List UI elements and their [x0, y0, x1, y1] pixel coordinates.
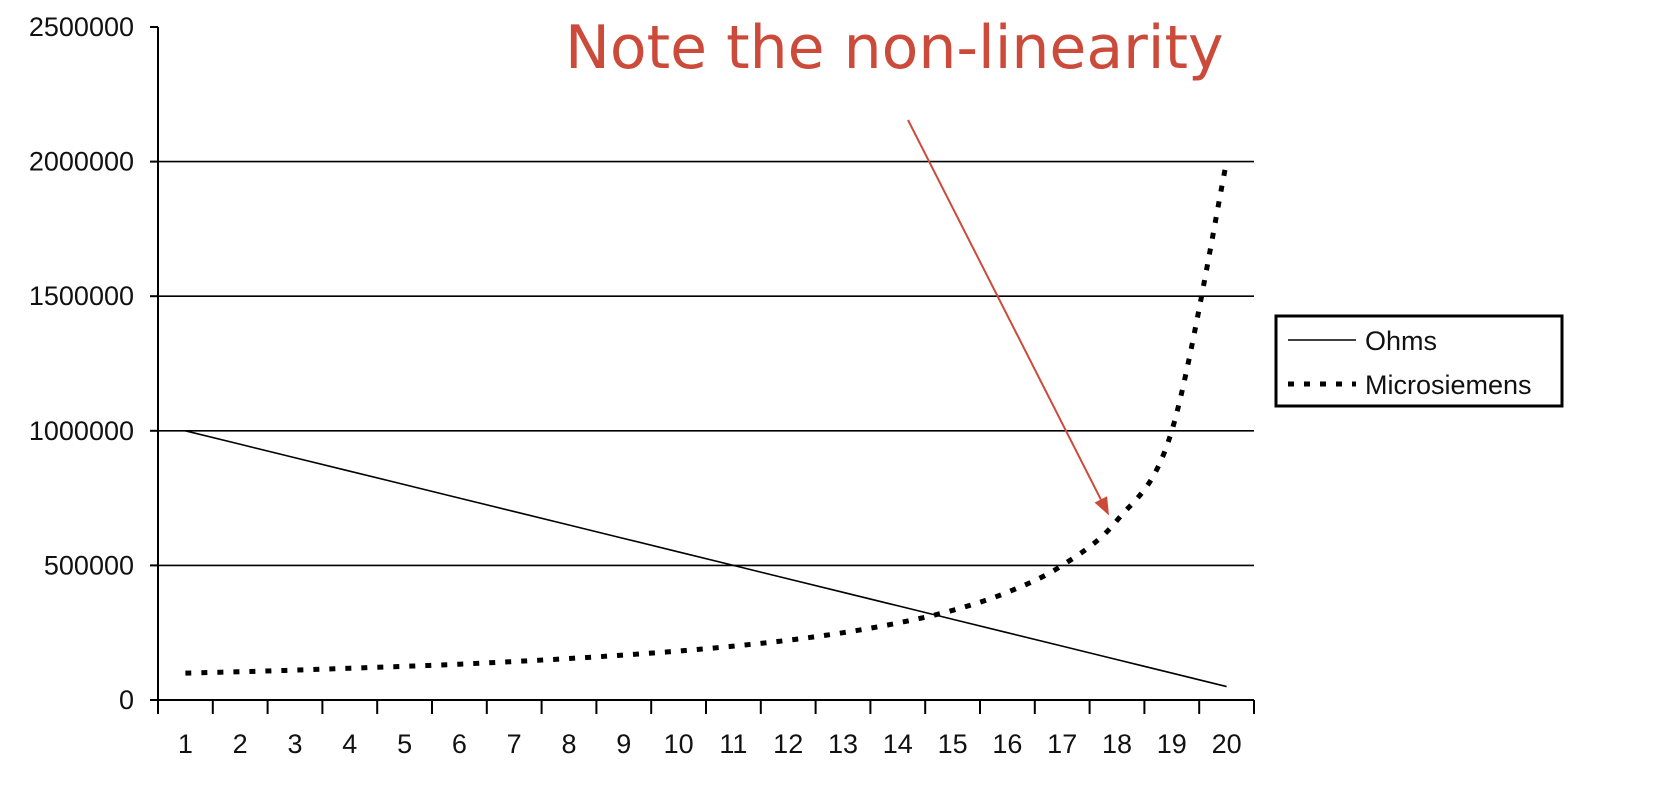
legend-label-microsiemens: Microsiemens: [1365, 370, 1532, 400]
y-tick-label: 2000000: [29, 147, 134, 177]
x-tick-label: 10: [664, 729, 694, 759]
x-tick-label: 1: [178, 729, 193, 759]
y-tick-label: 2500000: [29, 12, 134, 42]
series: [185, 161, 1230, 688]
legend: Ohms Microsiemens: [1274, 314, 1564, 408]
x-tick-label: 18: [1102, 729, 1132, 759]
x-tick-label: 17: [1047, 729, 1077, 759]
y-tick-label: 500000: [44, 550, 134, 580]
x-tick-label: 4: [342, 729, 357, 759]
x-tick-label: 7: [507, 729, 522, 759]
x-tick-label: 3: [287, 729, 302, 759]
x-tick-label: 13: [828, 729, 858, 759]
x-tick-label: 20: [1212, 729, 1242, 759]
legend-label-ohms: Ohms: [1365, 326, 1437, 356]
annotation: Note the non-linearity: [565, 13, 1223, 516]
series-line: [185, 430, 1227, 688]
y-tick-label: 1000000: [29, 416, 134, 446]
y-tick-label: 0: [119, 685, 134, 715]
x-tick-label: 6: [452, 729, 467, 759]
x-tick-label: 11: [719, 729, 747, 759]
annotation-text: Note the non-linearity: [565, 13, 1223, 83]
x-tick-label: 19: [1157, 729, 1187, 759]
series-microsiemens: [185, 161, 1230, 676]
x-tick-label: 14: [883, 729, 913, 759]
y-tick-labels: 0 500000 1000000 1500000 2000000 2500000: [29, 12, 134, 715]
x-tick-label: 5: [397, 729, 412, 759]
x-tick-label: 2: [233, 729, 248, 759]
annotation-arrowhead: [1094, 496, 1109, 516]
x-tick-labels: 1 2 3 4 5 6 7 8 9 10 11 12 13 14 15 16 17 18 19 20: [157, 700, 1255, 759]
y-tick-label: 1500000: [29, 281, 134, 311]
x-tick-label: 8: [561, 729, 576, 759]
series-line: [185, 161, 1230, 676]
annotation-arrow: [907, 119, 1102, 500]
grid: [150, 26, 1254, 701]
series-ohms: [185, 430, 1227, 688]
axes: [157, 27, 1254, 701]
x-tick-label: 15: [938, 729, 968, 759]
legend-box: [1274, 314, 1564, 408]
x-tick-label: 16: [992, 729, 1022, 759]
x-tick-label: 12: [773, 729, 803, 759]
x-tick-label: 9: [616, 729, 631, 759]
